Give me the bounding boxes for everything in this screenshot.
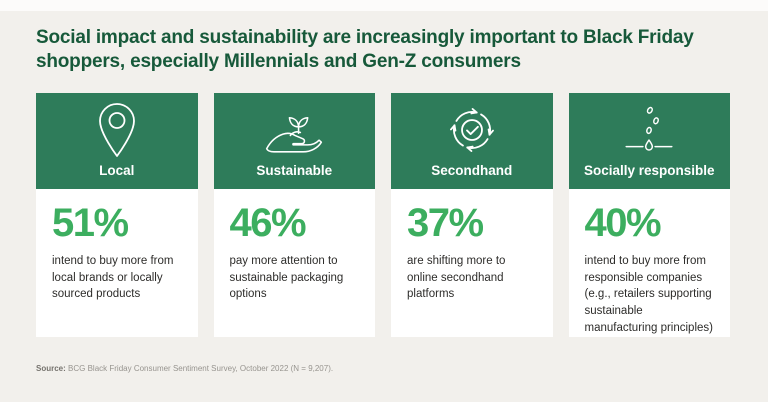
card-header-sustainable: Sustainable — [213, 93, 375, 189]
source-text: BCG Black Friday Consumer Sentiment Surv… — [65, 364, 334, 373]
card-body-sustainable: 46% pay more attention to sustainable pa… — [213, 189, 375, 337]
stat-card-socially-responsible: Socially responsible 40% intend to buy m… — [568, 93, 730, 337]
card-header-secondhand: Secondhand — [391, 93, 553, 189]
ripple-drops-icon — [621, 93, 677, 164]
stat-card-secondhand: Secondhand 37% are shifting more to onli… — [391, 93, 553, 337]
stat-value: 46% — [229, 201, 307, 245]
card-header-local: Local — [36, 93, 198, 189]
stat-card-sustainable: Sustainable 46% pay more attention to su… — [213, 93, 375, 337]
stat-card-local: Local 51% intend to buy more from local … — [36, 93, 198, 337]
stat-description: intend to buy more from local brands or … — [52, 255, 174, 301]
hand-sprout-icon — [263, 93, 325, 164]
stat-value: 40% — [584, 201, 662, 245]
title-line-1: Social impact and sustainability are inc… — [36, 27, 694, 48]
location-pin-icon — [97, 93, 137, 164]
stat-description: are shifting more to online secondhand p… — [407, 255, 506, 301]
stat-description: pay more attention to sustainable packag… — [229, 255, 344, 301]
card-label: Local — [99, 162, 135, 178]
card-body-socially-responsible: 40% intend to buy more from responsible … — [568, 189, 730, 337]
card-label: Socially responsible — [583, 162, 715, 178]
title-line-2: shoppers, especially Millennials and Gen… — [36, 51, 521, 72]
card-body-secondhand: 37% are shifting more to online secondha… — [391, 189, 553, 337]
card-label: Secondhand — [431, 162, 513, 178]
card-header-socially-responsible: Socially responsible — [568, 93, 730, 189]
card-label: Sustainable — [256, 162, 333, 178]
stat-value: 37% — [407, 201, 484, 245]
source-label: Source: — [36, 364, 66, 373]
source-note: Source: BCG Black Friday Consumer Sentim… — [36, 364, 333, 374]
stat-description: intend to buy more from responsible comp… — [584, 255, 713, 334]
page-title: Social impact and sustainability are inc… — [36, 26, 746, 74]
stat-cards-row: Local 51% intend to buy more from local … — [36, 93, 730, 337]
top-white-band — [0, 0, 768, 11]
circular-arrows-check-icon — [443, 93, 501, 164]
stat-value: 51% — [52, 201, 129, 245]
card-body-local: 51% intend to buy more from local brands… — [36, 189, 198, 337]
